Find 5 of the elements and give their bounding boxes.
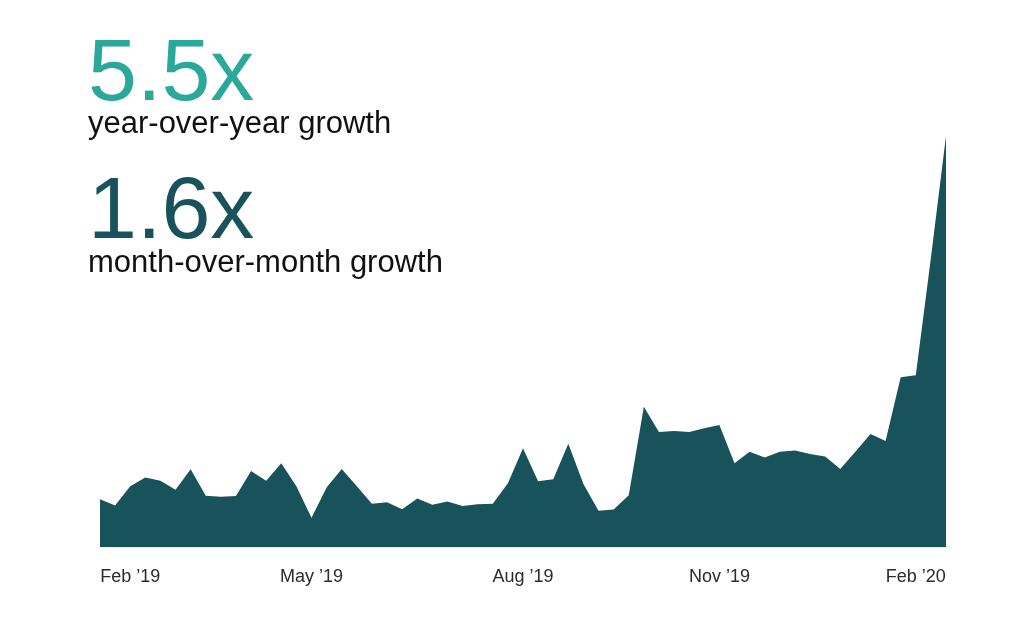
x-tick-label: Nov ’19 <box>688 566 750 586</box>
x-tick-label: Feb ’20 <box>885 566 946 586</box>
x-tick-label: Feb ’19 <box>100 566 161 586</box>
x-tick-label: Aug ’19 <box>492 566 554 586</box>
x-tick-label: May ’19 <box>279 566 344 586</box>
